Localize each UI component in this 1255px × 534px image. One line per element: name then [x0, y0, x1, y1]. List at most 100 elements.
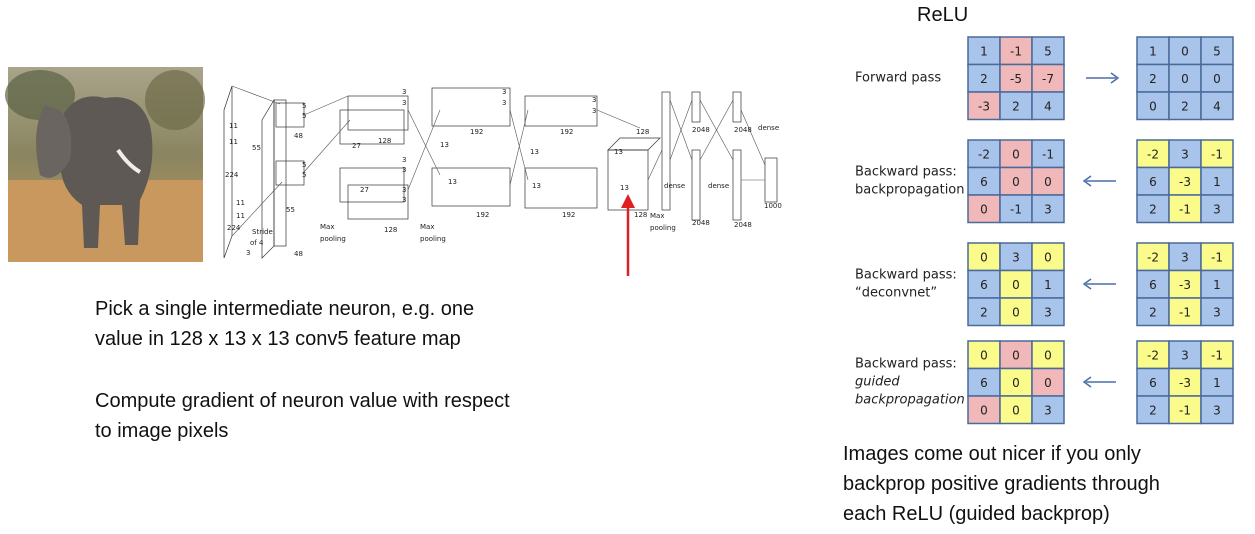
grid-cell: [1200, 91, 1234, 121]
grid-cell: [1031, 63, 1065, 93]
cell-value: 0: [1012, 278, 1020, 292]
cell-value: -1: [1211, 348, 1223, 362]
cell-value: 5: [1213, 44, 1221, 58]
cell-value: 0: [1044, 348, 1052, 362]
network-label: 192: [560, 128, 573, 136]
cell-value: 0: [1044, 250, 1052, 264]
row-label-line: “deconvnet”: [855, 286, 937, 301]
grid-cell: [1168, 139, 1202, 169]
network-label: 13: [448, 178, 457, 186]
cell-value: 6: [1149, 376, 1157, 390]
cell-value: 0: [1044, 376, 1052, 390]
cell-value: 2: [1149, 72, 1157, 86]
network-label: Max: [650, 212, 664, 220]
cell-value: 2: [1181, 99, 1189, 113]
network-label: 11: [229, 122, 238, 130]
cell-value: -1: [1010, 44, 1022, 58]
cell-value: 0: [1149, 99, 1157, 113]
network-label: 13: [614, 148, 623, 156]
network-label: 128: [634, 211, 647, 219]
cell-value: 0: [1181, 44, 1189, 58]
network-label: 128: [636, 128, 649, 136]
text-line: each ReLU (guided backprop): [843, 503, 1110, 525]
network-label: 3: [502, 99, 506, 107]
cell-value: 1: [1213, 175, 1221, 189]
grid-cell: [1031, 91, 1065, 121]
network-label: 128: [384, 226, 397, 234]
grid-cell: [967, 297, 1001, 327]
cell-value: 1: [1044, 278, 1052, 292]
network-label: 3: [402, 156, 406, 164]
cell-value: -2: [1147, 147, 1159, 161]
network-label: dense: [758, 124, 779, 132]
network-label: 3: [402, 196, 406, 204]
cell-value: 0: [1012, 305, 1020, 319]
row-label: Forward pass: [855, 71, 941, 86]
arrow: [1082, 376, 1116, 388]
cell-value: 0: [980, 403, 988, 417]
network-label: 3: [592, 96, 596, 104]
grid-cell: [1031, 269, 1065, 299]
cell-value: -1: [1179, 305, 1191, 319]
cell-value: 0: [1012, 147, 1020, 161]
cell-value: -2: [1147, 348, 1159, 362]
cell-value: 1: [980, 44, 988, 58]
grid-cell: [1200, 242, 1234, 272]
network-label: 3: [246, 249, 250, 257]
network-label: 2048: [734, 221, 752, 229]
grid-cell: [1031, 395, 1065, 425]
grid-cell: [999, 242, 1033, 272]
network-label: 192: [470, 128, 483, 136]
network-label: 3: [502, 88, 506, 96]
cell-value: 6: [980, 376, 988, 390]
cell-value: 0: [980, 202, 988, 216]
network-label: 192: [562, 211, 575, 219]
text-line: backprop positive gradients through: [843, 473, 1160, 495]
cell-value: 0: [1044, 175, 1052, 189]
cell-value: 0: [980, 348, 988, 362]
cell-value: 0: [980, 250, 988, 264]
grid-cell: [967, 367, 1001, 397]
cell-value: 3: [1213, 305, 1221, 319]
network-label: 55: [252, 144, 261, 152]
cell-value: 2: [980, 72, 988, 86]
grid-cell: [1200, 269, 1234, 299]
row-label-line: Backward pass:: [855, 357, 957, 372]
cell-value: -3: [1179, 376, 1191, 390]
network-label: 5: [302, 112, 306, 120]
cell-value: 6: [1149, 175, 1157, 189]
cell-value: 2: [1149, 305, 1157, 319]
network-label: 13: [530, 148, 539, 156]
network-label: 5: [302, 102, 306, 110]
cell-value: 3: [1012, 250, 1020, 264]
text-line: value in 128 x 13 x 13 conv5 feature map: [95, 328, 461, 350]
grid-cell: [1031, 166, 1065, 196]
arrow: [1082, 175, 1116, 187]
grid-cell: [1031, 194, 1065, 224]
network-label: 48: [294, 132, 303, 140]
caption: Images come out nicer if you only backpr…: [843, 439, 1160, 529]
network-label: 11: [229, 138, 238, 146]
row-label: Backward pass: backpropagation: [855, 165, 965, 198]
cell-value: 2: [980, 305, 988, 319]
grid-cell: [1200, 395, 1234, 425]
grid-cell: [1200, 139, 1234, 169]
relu-grid: -2 3 -1 6 -3 1 2 -1 3: [1136, 340, 1234, 425]
network-label: of 4: [250, 239, 264, 247]
grid-cell: [999, 91, 1033, 121]
network-label: 3: [402, 99, 406, 107]
red-arrow: [621, 194, 635, 276]
relu-panel: Forward pass 1 -1 5 2 -5 -7 -3 2 4 1 0 5 2 0 0 0 2 4 Backwa…: [855, 36, 1234, 425]
grid-cell: [967, 194, 1001, 224]
cell-value: -1: [1010, 202, 1022, 216]
grid-cell: [1136, 36, 1170, 66]
network-label: pooling: [420, 235, 446, 243]
row-label-line: Backward pass:: [855, 268, 957, 283]
grid-cell: [1200, 194, 1234, 224]
row-label: Backward pass: “deconvnet”: [855, 268, 957, 301]
network-label: dense: [708, 182, 729, 190]
cell-value: 0: [1012, 403, 1020, 417]
cell-value: 6: [980, 278, 988, 292]
